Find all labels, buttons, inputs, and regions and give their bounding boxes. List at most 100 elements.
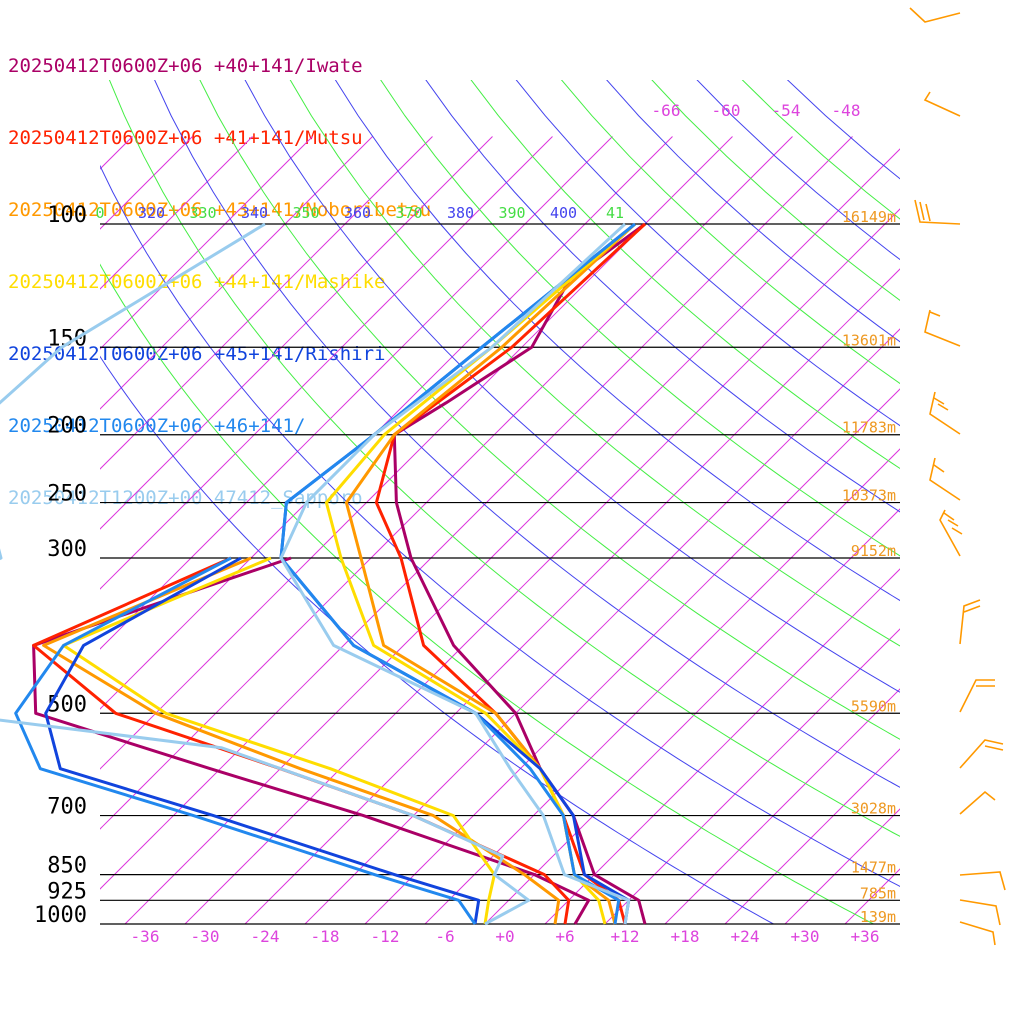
- isotherm: [100, 136, 193, 230]
- temperature-line: [279, 222, 636, 925]
- theta-line: [100, 164, 900, 888]
- theta-label: 400: [550, 204, 577, 222]
- theta-line: [244, 80, 900, 693]
- x-tick-label: +18: [671, 927, 700, 946]
- isotherm: [184, 208, 900, 924]
- wind-barb: [924, 309, 961, 347]
- height-label-925: 785m: [860, 884, 896, 902]
- x-tick-label: -24: [251, 927, 280, 946]
- isotherm: [100, 136, 853, 890]
- theta-line: [108, 80, 900, 837]
- theta-label: 330: [189, 204, 216, 222]
- height-label-700: 3028m: [851, 800, 896, 818]
- series-2: [42, 222, 637, 925]
- theta-label: 360: [344, 204, 371, 222]
- x-tick-label: +0: [495, 927, 514, 946]
- pressure-label-850: 850: [47, 854, 87, 879]
- dewpoint-line: [62, 556, 496, 925]
- x-tick-label: +12: [611, 927, 640, 946]
- height-label-200: 11783m: [842, 419, 896, 437]
- legend-entry-mashike: 20250412T0600Z+06 +44+141/Mashike: [8, 271, 386, 293]
- height-label-1000: 139m: [860, 908, 896, 926]
- theta-line: [380, 80, 900, 557]
- series-4: [44, 222, 636, 925]
- isotherm: [364, 388, 900, 924]
- theta-line: [100, 355, 775, 924]
- height-label-300: 9152m: [851, 542, 896, 560]
- theta-line: [470, 80, 900, 470]
- isotherm: [124, 148, 900, 924]
- isotherm: [244, 268, 900, 924]
- temperature-line: [279, 222, 631, 925]
- theta-line: [199, 80, 900, 740]
- height-label-250: 10373m: [842, 487, 896, 505]
- isotherm: [664, 688, 900, 924]
- pressure-label-200: 200: [47, 414, 87, 439]
- legend-entry-iwate: 20250412T0600Z+06 +40+141/Iwate: [8, 55, 363, 77]
- theta-label: 340: [241, 204, 268, 222]
- series-0: [32, 222, 647, 925]
- x-tick-label: -18: [311, 927, 340, 946]
- height-label-850: 1477m: [851, 859, 896, 877]
- isotherm-label: -54: [772, 101, 801, 120]
- dewpoint-line: [32, 556, 591, 925]
- theta-line: [154, 80, 900, 788]
- isotherm: [424, 448, 900, 924]
- theta-label: 320: [138, 204, 165, 222]
- legend-entry-mutsu: 20250412T0600Z+06 +41+141/Mutsu: [8, 127, 363, 149]
- x-tick-label: -6: [435, 927, 454, 946]
- pressure-label-300: 300: [47, 537, 87, 562]
- pressure-label-1000: 1000: [34, 903, 87, 928]
- pressure-label-500: 500: [47, 692, 87, 717]
- isotherm: [100, 136, 793, 830]
- series-6: [0, 222, 631, 926]
- theta-line: [100, 263, 875, 924]
- theta-label: 380: [447, 204, 474, 222]
- theta-label: 390: [498, 204, 525, 222]
- x-tick-label: -36: [131, 927, 160, 946]
- wind-barb: [959, 899, 1001, 926]
- pressure-label-925: 925: [47, 879, 87, 904]
- wind-barb: [929, 457, 961, 501]
- height-label-500: 5590m: [851, 697, 896, 715]
- pressure-label-250: 250: [47, 482, 87, 507]
- isotherm-label: -48: [832, 101, 861, 120]
- isotherm: [950, 137, 1024, 939]
- isotherm: [100, 136, 253, 290]
- theta-label: 41: [606, 204, 624, 222]
- series-1: [32, 222, 647, 925]
- wind-barb: [914, 199, 961, 225]
- isotherm: [724, 748, 900, 924]
- wind-barb: [909, 7, 961, 23]
- isotherm: [784, 808, 900, 924]
- x-tick-label: +36: [851, 927, 880, 946]
- pressure-label-150: 150: [47, 326, 87, 351]
- x-tick-label: +24: [731, 927, 760, 946]
- isotherm: [100, 136, 613, 650]
- wind-barb: [959, 599, 981, 645]
- x-tick-label: +30: [791, 927, 820, 946]
- wind-barb: [959, 679, 995, 713]
- isotherm: [100, 136, 493, 530]
- theta-label: 370: [395, 204, 422, 222]
- temperature-line: [392, 222, 647, 925]
- isotherm: [604, 628, 900, 924]
- isotherm: [544, 568, 900, 924]
- wind-barb: [929, 391, 961, 435]
- isotherm-label: -60: [712, 101, 741, 120]
- legend: 20250412T0600Z+06 +40+141/Iwate 20250412…: [8, 6, 431, 534]
- height-label-150: 13601m: [842, 331, 896, 349]
- isotherm: [890, 137, 1024, 939]
- legend-entry-rishiri: 20250412T0600Z+06 +45+141/Rishiri: [8, 343, 386, 365]
- theta-label: 350: [292, 204, 319, 222]
- pressure-label-700: 700: [47, 795, 87, 820]
- wind-barb: [959, 871, 1006, 891]
- wind-barb: [939, 509, 963, 557]
- theta-line: [515, 80, 900, 427]
- theta-line: [786, 80, 900, 180]
- isotherm: [0, 137, 13, 939]
- wind-barb: [959, 790, 996, 815]
- wind-barb: [959, 739, 1004, 769]
- isotherm: [100, 136, 553, 590]
